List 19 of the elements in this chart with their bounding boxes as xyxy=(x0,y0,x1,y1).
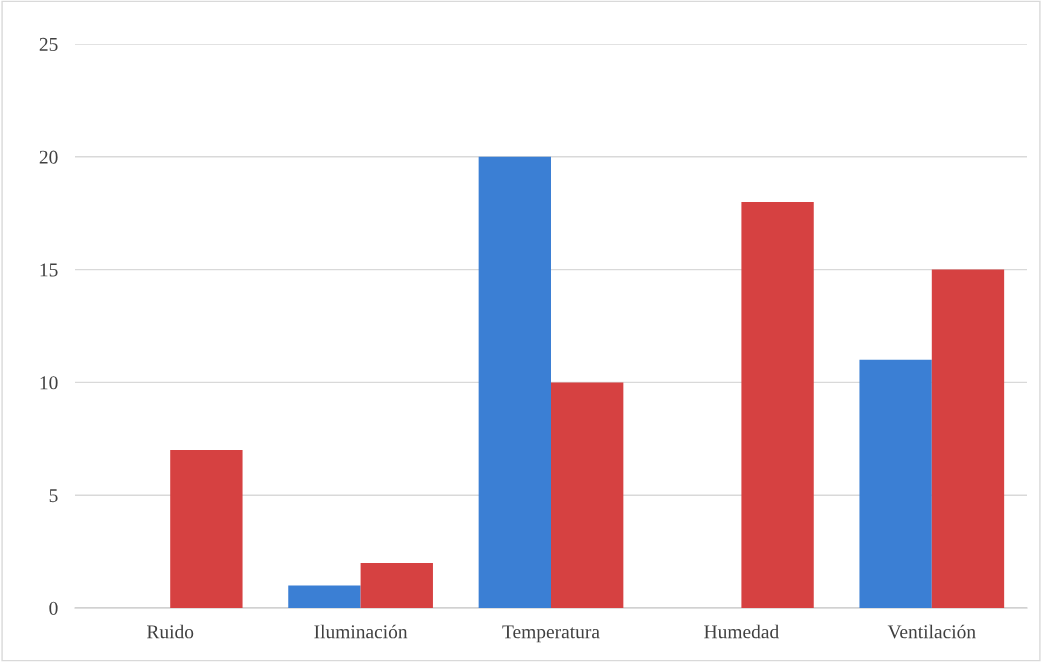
x-tick-label: Ruido xyxy=(146,624,194,639)
y-tick-label: 20 xyxy=(39,150,58,164)
x-tick-label: Iluminación xyxy=(314,624,408,639)
y-tick-label: 0 xyxy=(49,601,58,615)
y-tick-label: 5 xyxy=(49,489,58,503)
bar xyxy=(859,359,932,608)
x-tick-label: Humedad xyxy=(704,624,779,639)
bar xyxy=(741,201,814,608)
bar xyxy=(288,585,361,608)
bar xyxy=(551,382,624,608)
y-tick-label: 15 xyxy=(40,263,58,277)
x-tick-label: Ventilación xyxy=(887,624,976,639)
bar xyxy=(931,269,1005,608)
bar xyxy=(478,156,551,608)
x-tick-label: Temperatura xyxy=(502,625,600,643)
bar xyxy=(360,562,433,608)
y-tick-label: 25 xyxy=(39,37,58,51)
bar xyxy=(170,450,243,608)
y-tick-label: 10 xyxy=(40,376,58,390)
